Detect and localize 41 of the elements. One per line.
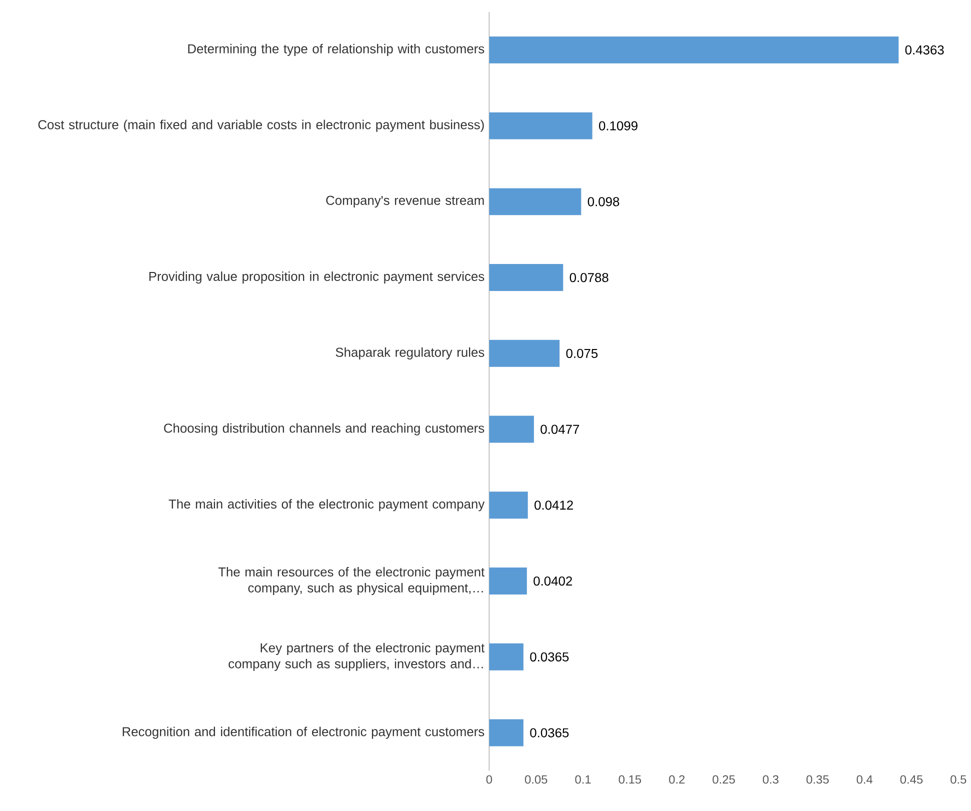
data-label: 0.0412	[534, 500, 573, 510]
data-label: 0.4363	[905, 46, 944, 55]
y-tick-label: Shaparak regulatory rules	[336, 348, 484, 360]
x-tick-label: 0.3	[762, 775, 778, 784]
bar	[489, 340, 560, 368]
bar	[489, 568, 527, 595]
bar	[489, 644, 524, 671]
y-tick-label: Key partners of the electronic payment company such as suppliers, investors and…	[228, 643, 485, 672]
data-label: 0.0365	[530, 652, 569, 662]
data-label: 0.0477	[540, 424, 580, 434]
y-tick-label: The main activities of the electronic payment company	[168, 499, 485, 512]
x-tick-label: 0	[486, 775, 492, 784]
data-label: 0.0365	[530, 728, 569, 738]
data-label: 0.098	[588, 197, 620, 206]
bar	[489, 188, 582, 216]
x-tick-label: 0.4	[856, 775, 872, 784]
data-label: 0.075	[566, 349, 598, 358]
y-tick-label: Providing value proposition in electronic payment services	[149, 272, 484, 284]
x-tick-label: 0.25	[712, 775, 735, 784]
y-tick-label: Choosing distribution channels and reaching customers	[164, 423, 484, 436]
y-tick-label: Company's revenue stream	[326, 196, 484, 208]
x-tick-label: 0.45	[900, 775, 923, 784]
x-tick-label: 0.35	[806, 775, 829, 784]
x-tick-label: 0.5	[950, 775, 966, 784]
y-tick-label: Cost structure (main fixed and variable costs in electronic payment business)	[38, 120, 484, 132]
data-label: 0.1099	[599, 121, 638, 131]
y-tick-label: The main resources of the electronic payment company, such as physical equipment,…	[218, 567, 485, 596]
x-tick-label: 0.1	[575, 775, 591, 784]
bar	[489, 719, 524, 746]
bar	[489, 264, 564, 292]
x-tick-label: 0.2	[669, 775, 685, 784]
y-tick-label: Recognition and identification of electronic payment customers	[122, 726, 484, 739]
x-tick-label: 0.15	[618, 775, 642, 784]
data-label: 0.0402	[534, 576, 572, 586]
x-tick-label: 0.05	[524, 775, 548, 784]
bar	[489, 492, 528, 519]
data-label: 0.0788	[570, 273, 608, 282]
bar	[489, 36, 899, 64]
bar	[489, 112, 592, 140]
y-tick-label: Determining the type of relationship with customers	[188, 44, 484, 56]
bar	[489, 416, 534, 443]
